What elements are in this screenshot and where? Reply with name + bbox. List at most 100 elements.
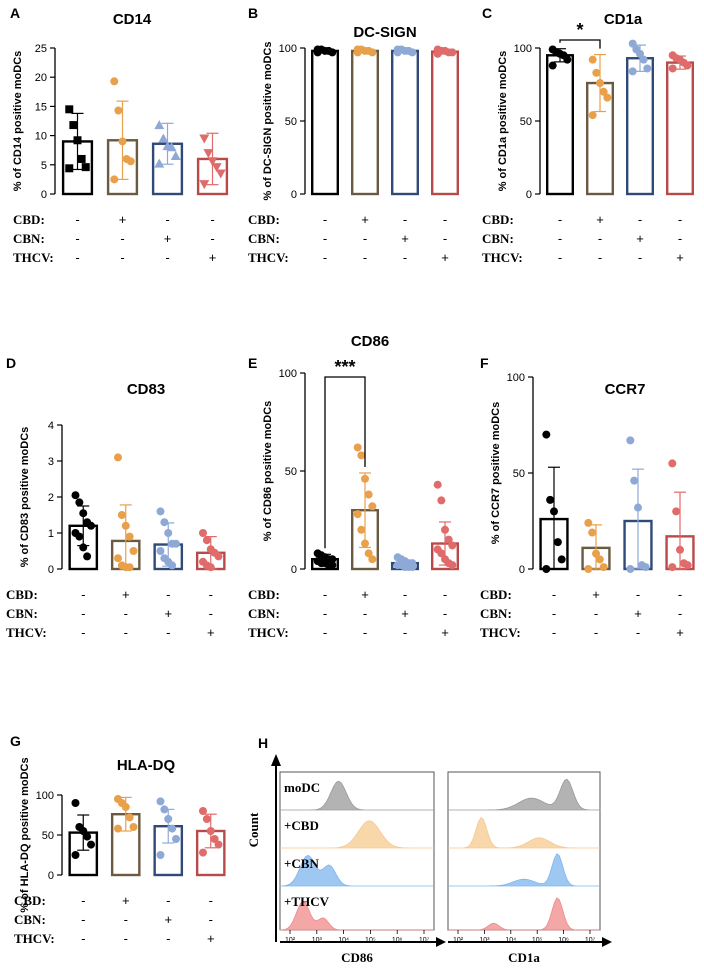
- histogram-cbn: [279, 854, 434, 887]
- condition-sign: +: [596, 212, 604, 227]
- condition-sign: +: [441, 625, 449, 640]
- data-point: [166, 142, 177, 152]
- data-point: [357, 525, 366, 534]
- data-point: [595, 555, 604, 564]
- data-point: [444, 535, 453, 544]
- condition-sign: -: [363, 606, 367, 621]
- panel-letter: F: [480, 355, 489, 371]
- condition-sign: -: [209, 893, 213, 908]
- data-point: [368, 502, 377, 511]
- condition-sign: +: [592, 587, 600, 602]
- data-point: [160, 805, 169, 814]
- data-point: [599, 563, 608, 572]
- condition-sign: +: [122, 893, 130, 908]
- data-point: [206, 827, 215, 835]
- data-point: [199, 180, 210, 190]
- y-axis-label: % of DC-SIGN positive moDCs: [262, 42, 274, 201]
- condition-sign: +: [401, 231, 409, 246]
- y-tick-label: 3: [48, 456, 54, 468]
- bar-thcv: [666, 61, 695, 196]
- row-label-cbd: CBD:: [482, 212, 514, 227]
- data-point: [154, 120, 165, 130]
- data-point: [588, 528, 597, 537]
- y-axis-label: % of CD83 positive moDCs: [19, 427, 31, 568]
- condition-sign: +: [119, 212, 127, 227]
- y-tick-label: 100: [514, 43, 532, 55]
- data-point: [202, 536, 211, 545]
- data-point: [154, 158, 165, 168]
- condition-sign: +: [207, 931, 215, 946]
- panel-c-cd1a: C CD1a 0 50 100 % of CD1a positive moDCs * CBD:…: [482, 5, 695, 265]
- condition-sign: +: [676, 250, 684, 265]
- data-point: [129, 547, 138, 555]
- data-point: [628, 39, 637, 48]
- x-tick-label: 10⁷: [419, 937, 430, 944]
- data-point: [433, 480, 442, 489]
- y-tick-label: 100: [279, 43, 297, 55]
- data-point: [368, 48, 377, 57]
- y-tick-label: 50: [520, 116, 532, 128]
- data-point: [75, 532, 84, 541]
- condition-sign: -: [210, 212, 214, 227]
- condition-sign: -: [403, 625, 407, 640]
- histogram-thcv: [279, 900, 434, 931]
- data-point: [65, 164, 74, 173]
- condition-sign: -: [403, 250, 407, 265]
- row-label-cbn: CBN:: [248, 606, 280, 621]
- histogram-frame: [447, 771, 601, 931]
- y-tick-label: 0: [519, 564, 525, 576]
- condition-sign: -: [594, 625, 598, 640]
- data-point: [437, 549, 446, 558]
- row-label-cbn: CBN:: [14, 912, 46, 927]
- data-point: [206, 563, 215, 572]
- condition-sign: -: [552, 587, 556, 602]
- y-tick-label: 50: [513, 468, 525, 480]
- condition-sign: +: [164, 231, 172, 246]
- data-point: [198, 529, 207, 537]
- data-point: [164, 815, 173, 823]
- condition-sign: -: [166, 625, 170, 640]
- data-point: [542, 565, 551, 573]
- data-point: [83, 832, 92, 841]
- data-point: [77, 154, 86, 163]
- panel-title: HLA-DQ: [117, 757, 176, 774]
- data-point: [121, 803, 130, 811]
- panel-f-ccr7: F CCR7 0 50 100 % of CCR7 positive moDCs CBD: -…: [480, 355, 695, 640]
- condition-sign: -: [363, 231, 367, 246]
- data-point: [87, 840, 96, 849]
- condition-sign: -: [323, 212, 327, 227]
- condition-sign: +: [164, 606, 172, 621]
- condition-sign: -: [443, 587, 447, 602]
- cd86-section-title: CD86: [351, 333, 389, 350]
- data-point: [328, 555, 337, 564]
- condition-sign: -: [552, 606, 556, 621]
- condition-sign: -: [363, 250, 367, 265]
- condition-sign: -: [443, 606, 447, 621]
- condition-sign: -: [638, 212, 642, 227]
- data-point: [125, 532, 134, 541]
- condition-sign: -: [403, 212, 407, 227]
- data-point: [437, 496, 446, 505]
- data-point: [113, 824, 122, 833]
- condition-sign: -: [558, 212, 562, 227]
- row-label-cbd: CBD:: [248, 587, 280, 602]
- panel-d-cd83: D CD83 0 1 2 3 4 % of CD83 positive moDCs CBD: - +…: [6, 355, 226, 640]
- condition-sign: -: [323, 606, 327, 621]
- panel-e-cd86: E 0 50 100 % of CD86 positive moDCs *** CBD: - +…: [248, 355, 460, 640]
- data-point: [626, 565, 635, 573]
- row-label-cbd: CBD:: [6, 587, 38, 602]
- data-point: [441, 525, 449, 534]
- data-point: [548, 61, 557, 70]
- condition-sign: -: [81, 893, 85, 908]
- condition-sign: -: [403, 587, 407, 602]
- data-point: [211, 163, 222, 173]
- data-point: [433, 49, 442, 58]
- condition-sign: -: [166, 931, 170, 946]
- data-point: [156, 797, 165, 806]
- data-point: [75, 498, 84, 507]
- y-tick-label: 50: [285, 466, 297, 478]
- data-point: [408, 48, 417, 57]
- panel-letter: E: [248, 355, 257, 371]
- data-point: [198, 807, 207, 815]
- condition-sign: -: [323, 587, 327, 602]
